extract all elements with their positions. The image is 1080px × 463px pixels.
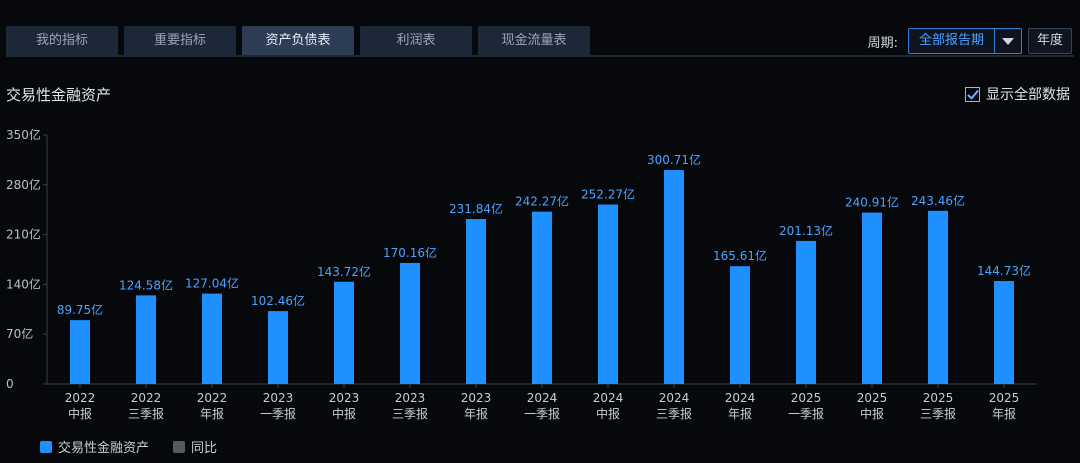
x-tick-label-period: 一季报 bbox=[260, 406, 296, 421]
period-dropdown-value: 全部报告期 bbox=[918, 33, 984, 48]
bar-value-label: 124.58亿 bbox=[119, 277, 173, 292]
x-tick-label-year: 2024 bbox=[725, 391, 756, 405]
x-tick-label-year: 2022 bbox=[131, 391, 162, 405]
bar-value-label: 170.16亿 bbox=[383, 245, 437, 260]
year-button[interactable]: 年度 bbox=[1027, 28, 1072, 54]
bar bbox=[664, 170, 684, 384]
bar bbox=[466, 219, 486, 384]
x-tick-label-year: 2025 bbox=[857, 391, 888, 405]
x-tick-label-year: 2024 bbox=[659, 391, 690, 405]
period-dropdown[interactable]: 全部报告期 bbox=[907, 28, 1022, 54]
checkbox-checked-icon[interactable] bbox=[965, 86, 980, 102]
bar bbox=[136, 295, 156, 384]
x-tick-label-year: 2022 bbox=[197, 391, 228, 405]
bar-value-label: 102.46亿 bbox=[251, 293, 305, 308]
bar-value-label: 300.71亿 bbox=[647, 152, 701, 167]
bar-chart: 070亿140亿210亿280亿350亿89.75亿2022中报124.58亿2… bbox=[6, 127, 1037, 421]
bar bbox=[598, 204, 618, 384]
legend-item-yoy[interactable]: 同比 bbox=[173, 437, 217, 456]
legend-swatch-assets bbox=[40, 440, 52, 453]
x-tick-label-period: 年报 bbox=[992, 406, 1016, 421]
legend-swatch-yoy bbox=[173, 440, 186, 453]
y-tick-label: 210亿 bbox=[6, 227, 41, 242]
legend-label-yoy: 同比 bbox=[191, 441, 218, 456]
bar-value-label: 165.61亿 bbox=[713, 248, 767, 263]
bar bbox=[268, 311, 288, 384]
bar-value-label: 143.72亿 bbox=[317, 264, 371, 279]
bar bbox=[730, 266, 750, 384]
y-tick-label: 70亿 bbox=[6, 326, 33, 341]
bar-value-label: 144.73亿 bbox=[977, 263, 1031, 278]
bar bbox=[202, 293, 222, 384]
tab-cash-flow[interactable]: 现金流量表 bbox=[478, 26, 590, 55]
chevron-down-icon[interactable] bbox=[993, 29, 1021, 53]
x-tick-label-period: 一季报 bbox=[788, 406, 824, 421]
bar bbox=[862, 212, 882, 384]
bar bbox=[796, 240, 816, 384]
x-tick-label-year: 2024 bbox=[593, 391, 624, 405]
x-tick-label-year: 2022 bbox=[65, 391, 96, 405]
x-tick-label-year: 2025 bbox=[989, 391, 1020, 405]
period-selector: 周期: 全部报告期 年度 bbox=[868, 28, 1072, 54]
legend-label-assets: 交易性金融资产 bbox=[58, 441, 150, 456]
bar bbox=[928, 210, 948, 384]
bar bbox=[400, 262, 420, 384]
bar bbox=[334, 281, 354, 384]
bar-value-label: 252.27亿 bbox=[581, 187, 635, 202]
x-tick-label-year: 2025 bbox=[791, 391, 822, 405]
bar bbox=[532, 211, 552, 384]
show-all-toggle[interactable]: 显示全部数据 bbox=[965, 84, 1070, 104]
period-label: 周期: bbox=[867, 35, 898, 51]
bar-value-label: 89.75亿 bbox=[57, 302, 103, 317]
bar-value-label: 243.46亿 bbox=[911, 193, 965, 208]
legend-item-assets[interactable]: 交易性金融资产 bbox=[40, 437, 149, 456]
x-tick-label-period: 年报 bbox=[728, 406, 752, 421]
x-tick-label-year: 2025 bbox=[923, 391, 954, 405]
bar bbox=[994, 281, 1014, 384]
x-tick-label-period: 三季报 bbox=[920, 406, 956, 421]
x-tick-label-period: 三季报 bbox=[128, 406, 164, 421]
bar-value-label: 201.13亿 bbox=[779, 223, 833, 238]
chart-title: 交易性金融资产 bbox=[6, 86, 112, 104]
x-tick-label-period: 三季报 bbox=[656, 406, 692, 421]
x-tick-label-period: 一季报 bbox=[524, 406, 560, 421]
x-tick-label-period: 中报 bbox=[596, 406, 620, 421]
x-tick-label-period: 年报 bbox=[200, 406, 224, 421]
y-tick-label: 0 bbox=[6, 377, 14, 391]
y-tick-label: 350亿 bbox=[6, 127, 41, 142]
tab-key-indicators[interactable]: 重要指标 bbox=[124, 26, 236, 55]
legend: 交易性金融资产 同比 bbox=[40, 437, 241, 456]
bar-value-label: 127.04亿 bbox=[185, 276, 239, 291]
tab-balance-sheet[interactable]: 资产负债表 bbox=[242, 26, 354, 55]
x-tick-label-period: 中报 bbox=[860, 406, 884, 421]
bar-value-label: 240.91亿 bbox=[845, 195, 899, 210]
x-tick-label-year: 2023 bbox=[263, 391, 294, 405]
y-tick-label: 280亿 bbox=[6, 177, 41, 192]
bar-value-label: 231.84亿 bbox=[449, 201, 503, 216]
x-tick-label-period: 中报 bbox=[332, 406, 356, 421]
tab-my-indicators[interactable]: 我的指标 bbox=[6, 26, 118, 55]
x-tick-label-period: 中报 bbox=[68, 406, 92, 421]
x-tick-label-year: 2023 bbox=[395, 391, 426, 405]
show-all-label: 显示全部数据 bbox=[986, 87, 1070, 103]
tab-bar: 我的指标 重要指标 资产负债表 利润表 现金流量表 bbox=[6, 26, 590, 55]
bar bbox=[70, 320, 90, 384]
tab-underline bbox=[6, 55, 1074, 57]
x-tick-label-period: 三季报 bbox=[392, 406, 428, 421]
x-tick-label-year: 2023 bbox=[461, 391, 492, 405]
x-tick-label-year: 2024 bbox=[527, 391, 558, 405]
y-tick-label: 140亿 bbox=[6, 276, 41, 291]
x-tick-label-period: 年报 bbox=[464, 406, 488, 421]
bar-value-label: 242.27亿 bbox=[515, 194, 569, 209]
tab-income-statement[interactable]: 利润表 bbox=[360, 26, 472, 55]
x-tick-label-year: 2023 bbox=[329, 391, 360, 405]
